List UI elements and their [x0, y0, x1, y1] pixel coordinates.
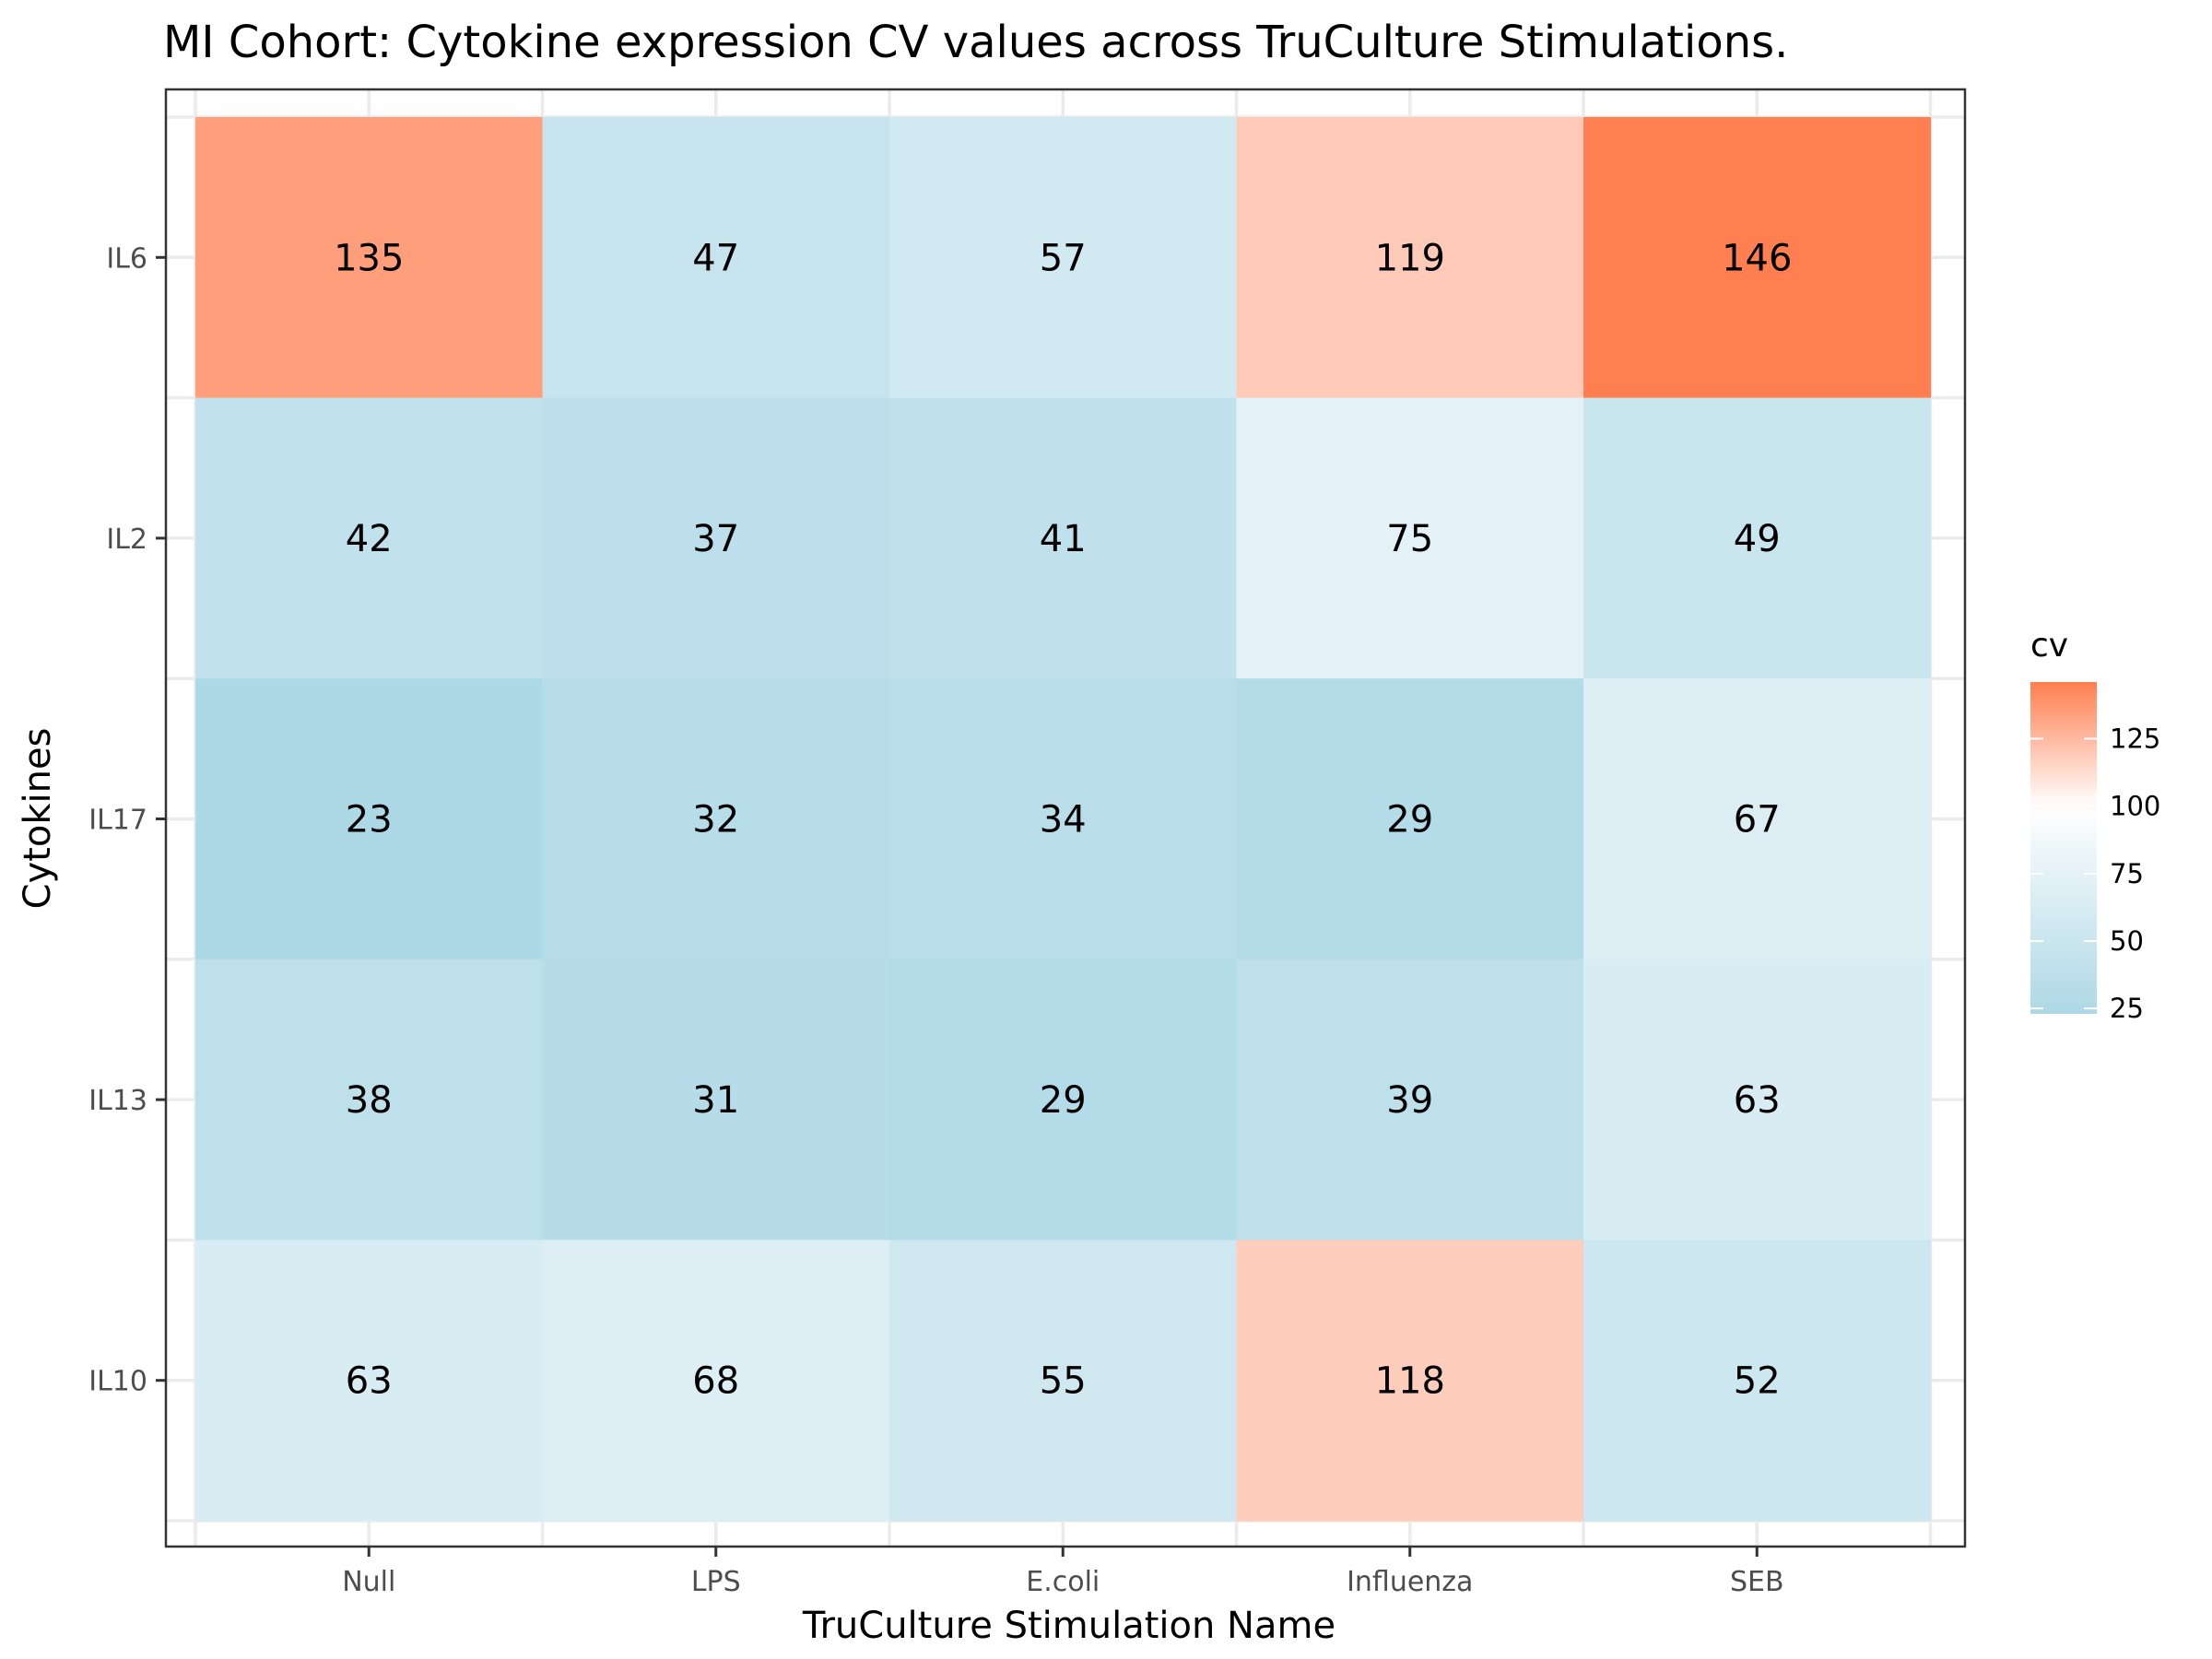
legend-tick-label: 25 [2110, 993, 2144, 1024]
cell-value-label: 55 [1040, 1360, 1087, 1403]
cell-value-label: 49 [1734, 518, 1781, 560]
heatmap-cell [542, 117, 890, 399]
y-tick-label: IL17 [88, 805, 147, 837]
heatmap-cell [1236, 117, 1584, 399]
heatmap-cell [889, 117, 1238, 399]
heatmap-cell [1583, 117, 1932, 399]
legend-tick-label: 75 [2110, 858, 2144, 889]
cell-value-label: 41 [1040, 518, 1087, 560]
heatmap-cell [889, 678, 1238, 960]
cell-value-label: 37 [692, 518, 739, 560]
heatmap-cell [195, 397, 544, 679]
heatmap-cell [889, 397, 1238, 679]
cell-value-label: 42 [346, 518, 393, 560]
cell-value-label: 52 [1734, 1360, 1781, 1403]
heatmap-cell [195, 117, 544, 399]
chart-title: MI Cohort: Cytokine expression CV values… [163, 17, 1788, 68]
heatmap-cells: 135 47 57 119 146 42 37 41 75 49 23 32 34 29 67 38 31 29 3… [164, 88, 1967, 1548]
cell-value-label: 29 [1386, 799, 1433, 841]
cell-value-label: 118 [1375, 1360, 1445, 1403]
cell-value-label: 63 [346, 1360, 393, 1403]
cell-value-label: 75 [1386, 518, 1433, 560]
y-tick-label: IL13 [88, 1085, 147, 1117]
cell-value-label: 31 [692, 1079, 739, 1122]
color-legend: cv 25 50 75 100 125 [2030, 627, 2160, 1024]
heatmap-cell [542, 678, 890, 960]
cell-value-label: 63 [1734, 1079, 1781, 1122]
heatmap-cell [195, 1240, 544, 1522]
heatmap-cell [542, 959, 890, 1241]
cell-value-label: 146 [1722, 237, 1792, 279]
heatmap-cell [1583, 397, 1932, 679]
heatmap-cell [1236, 678, 1584, 960]
cell-value-label: 47 [692, 237, 739, 279]
legend-tick-label: 50 [2110, 925, 2144, 957]
heatmap-cell [1236, 1240, 1584, 1522]
heatmap-cell [889, 959, 1238, 1241]
x-tick-label: Null [342, 1566, 395, 1598]
cell-value-label: 38 [346, 1079, 393, 1122]
heatmap-cell [1583, 1240, 1932, 1522]
cell-value-label: 23 [346, 799, 393, 841]
cell-value-label: 68 [692, 1360, 739, 1403]
legend-tick-label: 125 [2110, 723, 2160, 754]
cell-value-label: 119 [1375, 237, 1445, 279]
y-tick-label: IL10 [88, 1366, 147, 1398]
heatmap-cell [889, 1240, 1238, 1522]
y-axis: IL6 IL2 IL17 IL13 IL10 [88, 242, 166, 1398]
cell-value-label: 34 [1040, 799, 1087, 841]
y-tick-label: IL6 [106, 242, 147, 275]
cell-value-label: 67 [1734, 799, 1781, 841]
heatmap-cell [1583, 678, 1932, 960]
cell-value-label: 32 [692, 799, 739, 841]
cell-value-label: 57 [1040, 237, 1087, 279]
heatmap-cell [542, 397, 890, 679]
cell-value-label: 39 [1386, 1079, 1433, 1122]
heatmap-cell [195, 678, 544, 960]
legend-title: cv [2030, 627, 2068, 665]
heatmap-cell [1236, 397, 1584, 679]
x-tick-label: Influenza [1347, 1566, 1473, 1598]
x-tick-label: LPS [691, 1566, 741, 1598]
legend-tick-label: 100 [2110, 791, 2160, 822]
x-tick-label: E.coli [1026, 1566, 1100, 1598]
heatmap-cell [195, 959, 544, 1241]
x-axis-title: TruCulture Stimulation Name [802, 1605, 1335, 1647]
heatmap-cell [542, 1240, 890, 1522]
cell-value-label: 135 [334, 237, 404, 279]
cell-value-label: 29 [1040, 1079, 1087, 1122]
legend-colorbar [2030, 682, 2097, 1014]
heatmap-cell [1583, 959, 1932, 1241]
x-tick-label: SEB [1730, 1566, 1784, 1598]
y-axis-title: Cytokines [17, 728, 59, 910]
heatmap-cell [1236, 959, 1584, 1241]
y-tick-label: IL2 [106, 524, 147, 556]
x-axis: Null LPS E.coli Influenza SEB [342, 1547, 1784, 1598]
